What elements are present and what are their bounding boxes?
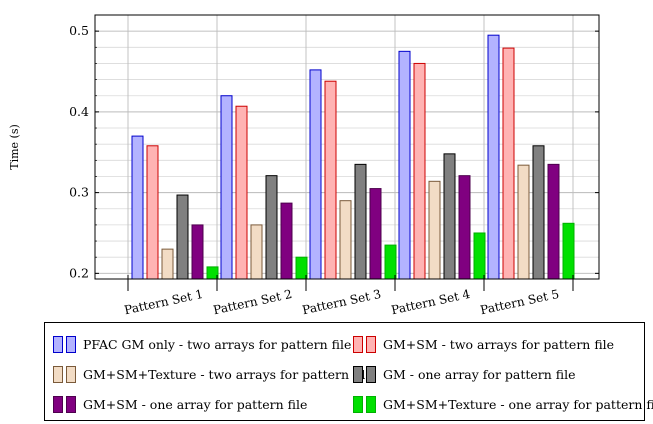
bar-6-1 <box>206 266 219 280</box>
legend-label: GM+SM - one array for pattern file <box>83 396 308 412</box>
bar-6-5 <box>562 222 575 280</box>
grid-lines <box>95 15 599 279</box>
legend-swatch <box>66 365 76 383</box>
bar-4-5 <box>532 145 545 280</box>
legend-label: PFAC GM only - two arrays for pattern fi… <box>83 336 352 352</box>
legend-item-1: PFAC GM only - two arrays for pattern fi… <box>53 333 351 355</box>
plot-frame <box>94 14 600 280</box>
bar-4-2 <box>265 175 278 280</box>
x-tick-label: Pattern Set 5 <box>479 287 560 317</box>
legend-swatch <box>66 395 76 413</box>
bar-5-1 <box>191 224 204 280</box>
bar-4-3 <box>354 163 367 280</box>
bar-2-3 <box>324 80 337 280</box>
bar-1-3 <box>309 69 322 280</box>
legend-swatch <box>66 335 76 353</box>
bar-3-3 <box>339 200 352 280</box>
y-axis-label: Time (s) <box>8 124 21 170</box>
bar-2-2 <box>235 105 248 280</box>
bar-5-2 <box>280 202 293 280</box>
legend-swatch <box>366 365 376 383</box>
legend-swatch <box>53 395 63 413</box>
bar-1-1 <box>131 135 144 280</box>
bar-3-2 <box>250 224 263 280</box>
legend-label: GM+SM - two arrays for pattern file <box>383 336 615 352</box>
bar-3-5 <box>517 164 530 280</box>
bars <box>131 34 575 280</box>
legend-item-4: GM - one array for pattern file <box>353 363 576 385</box>
bar-3-4 <box>428 180 441 280</box>
bar-6-3 <box>384 244 397 280</box>
bar-2-4 <box>413 62 426 280</box>
y-tick-label: 0.5 <box>69 23 89 38</box>
legend-swatch <box>353 365 363 383</box>
bar-2-1 <box>146 145 159 280</box>
legend-swatch <box>353 335 363 353</box>
legend-swatch <box>366 395 376 413</box>
bar-1-4 <box>398 50 411 280</box>
legend-swatch <box>53 335 63 353</box>
x-tick-label: Pattern Set 1 <box>123 287 204 317</box>
x-tick-label: Pattern Set 4 <box>390 287 472 317</box>
y-tick-label: 0.2 <box>69 265 89 280</box>
bar-1-2 <box>220 95 233 280</box>
legend-item-5: GM+SM - one array for pattern file <box>53 393 307 415</box>
legend-swatch <box>353 395 363 413</box>
bar-4-1 <box>176 194 189 280</box>
x-tick-label: Pattern Set 2 <box>212 287 293 317</box>
bar-5-3 <box>369 188 382 280</box>
legend: PFAC GM only - two arrays for pattern fi… <box>44 322 653 421</box>
bar-4-4 <box>443 153 456 280</box>
bar-3-1 <box>161 248 174 280</box>
bar-6-4 <box>473 232 486 280</box>
legend-swatch <box>53 365 63 383</box>
legend-item-2: GM+SM - two arrays for pattern file <box>353 333 614 355</box>
bar-6-2 <box>295 256 308 280</box>
x-tick-label: Pattern Set 3 <box>301 287 382 317</box>
bar-2-5 <box>502 47 515 280</box>
legend-label: GM+SM+Texture - one array for pattern fi… <box>383 396 653 412</box>
legend-swatch <box>366 335 376 353</box>
bar-5-5 <box>547 163 560 280</box>
legend-label: GM - one array for pattern file <box>383 366 576 382</box>
y-tick-label: 0.4 <box>69 104 89 119</box>
bar-5-4 <box>458 175 471 280</box>
legend-item-6: GM+SM+Texture - one array for pattern fi… <box>353 393 653 415</box>
legend-item-3: GM+SM+Texture - two arrays for pattern f… <box>53 363 373 385</box>
y-tick-label: 0.3 <box>69 185 89 200</box>
legend-label: GM+SM+Texture - two arrays for pattern f… <box>83 366 373 382</box>
bar-1-5 <box>487 34 500 280</box>
